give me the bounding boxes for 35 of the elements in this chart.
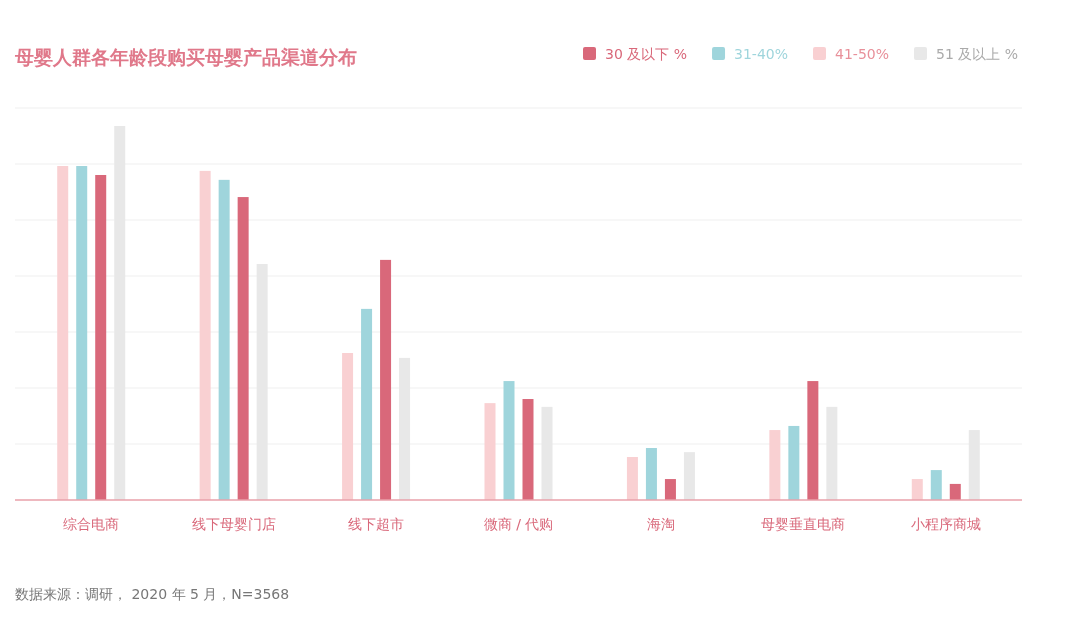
bar bbox=[342, 353, 354, 500]
x-tick-label: 线下超市 bbox=[348, 516, 405, 532]
bar bbox=[949, 483, 961, 500]
chart-title: 母婴人群各年龄段购买母婴产品渠道分布 bbox=[14, 46, 357, 68]
bar bbox=[237, 197, 249, 500]
bar bbox=[57, 166, 69, 500]
x-tick-label: 线下母婴门店 bbox=[191, 516, 276, 532]
x-tick-label: 微商 / 代购 bbox=[483, 516, 554, 532]
bar bbox=[645, 448, 657, 500]
bar bbox=[626, 456, 638, 500]
bar bbox=[930, 470, 942, 500]
legend-label: 31-40% bbox=[734, 46, 789, 62]
x-tick-label: 小程序商城 bbox=[910, 516, 981, 532]
legend-label: 30 及以下 % bbox=[605, 46, 688, 62]
bar bbox=[484, 403, 496, 500]
bar bbox=[380, 259, 392, 500]
x-tick-label: 综合电商 bbox=[63, 516, 120, 532]
bar bbox=[683, 452, 695, 500]
bar bbox=[199, 170, 211, 500]
x-tick-label: 母婴垂直电商 bbox=[761, 516, 846, 532]
bar bbox=[788, 425, 800, 500]
bar bbox=[664, 479, 676, 500]
bar bbox=[76, 166, 88, 500]
bar bbox=[361, 308, 373, 500]
bar bbox=[807, 381, 819, 500]
bar bbox=[503, 381, 515, 500]
source-note: 数据来源：调研， 2020 年 5 月，N=3568 bbox=[15, 586, 290, 602]
x-tick-label: 海淘 bbox=[646, 516, 675, 532]
bar bbox=[522, 399, 534, 500]
bar bbox=[95, 174, 107, 500]
legend-label: 51 及以上 % bbox=[936, 46, 1019, 62]
bar bbox=[769, 430, 781, 500]
bar bbox=[911, 479, 923, 500]
bar bbox=[218, 179, 230, 500]
legend-label: 41-50% bbox=[835, 46, 889, 62]
